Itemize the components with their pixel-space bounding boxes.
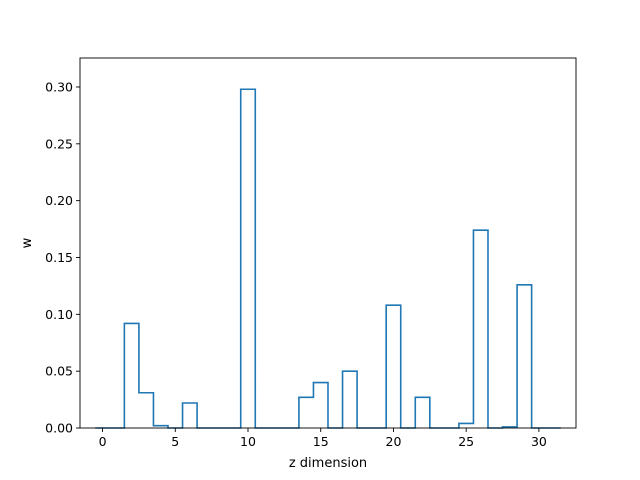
x-tick-label: 30	[531, 434, 547, 449]
y-tick-label: 0.15	[45, 250, 73, 265]
x-axis-ticks: 0 5 10 15 20 25 30	[99, 428, 547, 449]
plot-frame	[79, 57, 577, 429]
x-tick-label: 15	[313, 434, 329, 449]
y-tick-label: 0.25	[45, 136, 73, 151]
y-tick-label: 0.30	[45, 79, 73, 94]
x-tick-label: 20	[386, 434, 402, 449]
y-tick-label: 0.05	[45, 364, 73, 379]
y-axis-ticks: 0.00 0.05 0.10 0.15 0.20 0.25 0.30	[45, 79, 80, 436]
x-tick-label: 0	[99, 434, 107, 449]
y-axis-label: w	[20, 237, 35, 248]
x-tick-label: 5	[171, 434, 179, 449]
y-tick-label: 0.10	[45, 307, 73, 322]
y-tick-label: 0.00	[45, 421, 73, 436]
x-tick-label: 25	[458, 434, 474, 449]
x-tick-label: 10	[240, 434, 256, 449]
x-axis-label: z dimension	[289, 456, 367, 471]
y-tick-label: 0.20	[45, 193, 73, 208]
